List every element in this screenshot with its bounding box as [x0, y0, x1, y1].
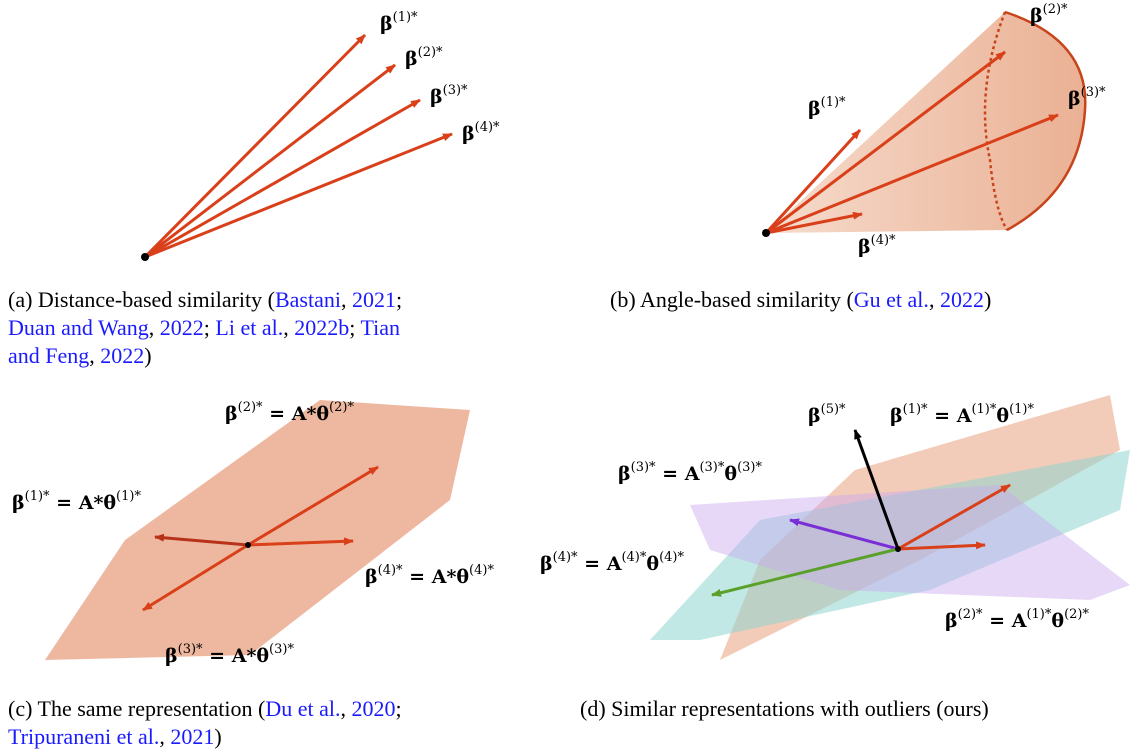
vector-arrow [897, 541, 986, 551]
equation-label: β(4)* = A(4)*θ(4)* [540, 550, 684, 575]
citation-year-link[interactable]: 2022 [159, 315, 204, 340]
vector-arrow [765, 50, 1006, 235]
citation-link[interactable]: Li et al. [215, 315, 284, 340]
beta-label: β(3)* [430, 83, 468, 108]
citation-year-link[interactable]: 2022b [294, 315, 350, 340]
beta-label: β(4)* [462, 120, 500, 145]
citation-link[interactable]: Du et al. [265, 696, 341, 721]
origin-point [762, 229, 770, 237]
citation-year-link[interactable]: 2022 [100, 343, 145, 368]
origin-point [895, 546, 901, 552]
caption-text: ) [983, 287, 992, 312]
caption-text: ) [214, 724, 222, 749]
caption-a: (a) Distance-based similarity (Bastani, … [8, 287, 403, 368]
citation-year-link[interactable]: 2021 [170, 724, 215, 749]
equation-label: β(3)* = A(3)*θ(3)* [618, 460, 762, 485]
vector-arrow [765, 113, 1059, 235]
origin-point [141, 253, 149, 261]
caption-b: (b) Angle-based similarity (Gu et al., 2… [610, 287, 992, 312]
equation-label: β(4)* = A*θ(4)* [365, 563, 494, 588]
vector-arrow [711, 547, 899, 597]
caption-text: (d) Similar representations with outlier… [580, 696, 989, 721]
equation-label: β(3)* = A*θ(3)* [165, 642, 294, 667]
citation-link[interactable]: and Feng [8, 343, 90, 368]
citation-year-link[interactable]: 2020 [351, 696, 396, 721]
equation-label: β(1)* = A(1)*θ(1)* [890, 402, 1034, 427]
beta-label: β(3)* [1068, 85, 1106, 110]
citation-link[interactable]: Gu et al. [853, 287, 929, 312]
beta-label: β(1)* [808, 95, 846, 120]
citation-link[interactable]: Tripuraneni et al. [8, 724, 160, 749]
vector-arrow [897, 483, 1011, 551]
vector-arrow [853, 429, 900, 550]
equation-label: β(2)* = A*θ(2)* [225, 400, 354, 425]
caption-text: (a) Distance-based similarity ( [8, 287, 275, 312]
equation-label: β(2)* = A(1)*θ(2)* [945, 607, 1089, 632]
citation-link[interactable]: Tian [360, 315, 400, 340]
panel-c-diagram: β(2)* = A*θ(2)* β(1)* = A*θ(1)* β(4)* = … [12, 400, 494, 667]
vector-arrow [143, 33, 367, 259]
panel-d-diagram: β(5)* β(1)* = A(1)*θ(1)* β(3)* = A(3)*θ(… [540, 395, 1130, 660]
citation-year-link[interactable]: 2021 [351, 287, 396, 312]
vector-arrow [144, 98, 421, 259]
vector-arrow [142, 543, 249, 612]
caption-text: (b) Angle-based similarity ( [610, 287, 854, 312]
cone-rim-back [983, 11, 1009, 231]
caption-c: (c) The same representation (Du et al., … [8, 696, 402, 749]
vector-arrow [144, 132, 453, 259]
citation-link[interactable]: Duan and Wang [8, 315, 149, 340]
vector-arrow [764, 128, 862, 235]
vector-arrow [247, 537, 354, 547]
beta-label: β(1)* [380, 10, 418, 35]
origin-point [245, 542, 251, 548]
equation-label: β(1)* = A*θ(1)* [12, 489, 141, 514]
teal-plane [650, 450, 1130, 640]
vector-arrow [154, 533, 249, 547]
vector-arrow [765, 211, 863, 235]
vector-arrow [789, 518, 899, 551]
panel-b-diagram: β(1)* β(2)* β(3)* β(4)* [762, 2, 1106, 258]
citation-year-link[interactable]: 2022 [939, 287, 984, 312]
beta-label: β(2)* [405, 45, 443, 70]
cone-rim-front [1004, 10, 1087, 232]
cone-surface [766, 12, 1086, 233]
representation-plane [45, 400, 470, 660]
beta-label: β(2)* [1030, 2, 1068, 27]
vector-arrow [144, 63, 396, 259]
citation-link[interactable]: Bastani [274, 287, 341, 312]
caption-text: (c) The same representation ( [8, 696, 266, 721]
beta-label: β(5)* [808, 402, 846, 427]
beta-label: β(4)* [858, 233, 896, 258]
vector-arrow [247, 465, 379, 547]
panel-a-diagram: β(1)* β(2)* β(3)* β(4)* [141, 10, 500, 261]
caption-d: (d) Similar representations with outlier… [580, 695, 1140, 723]
